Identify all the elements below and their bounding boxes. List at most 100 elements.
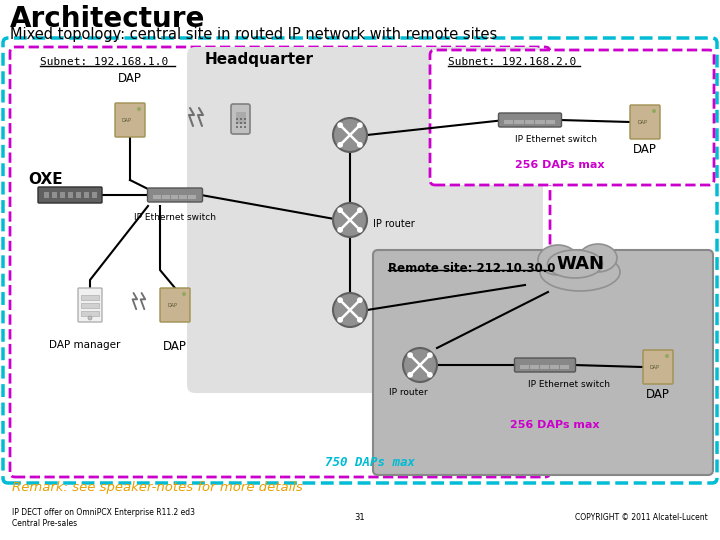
Bar <box>81 303 99 308</box>
Text: IP Ethernet switch: IP Ethernet switch <box>528 380 610 389</box>
Circle shape <box>427 352 433 358</box>
Circle shape <box>357 297 363 303</box>
FancyBboxPatch shape <box>373 250 713 475</box>
Bar <box>188 194 196 199</box>
Text: DAP: DAP <box>637 120 647 125</box>
Bar <box>236 112 246 124</box>
Text: IP router: IP router <box>389 388 427 397</box>
Bar <box>76 192 81 198</box>
Circle shape <box>240 122 242 124</box>
FancyBboxPatch shape <box>115 103 145 137</box>
Circle shape <box>236 118 238 120</box>
Circle shape <box>652 109 656 113</box>
Bar <box>162 194 170 199</box>
Ellipse shape <box>540 253 620 291</box>
Text: Architecture: Architecture <box>10 5 205 33</box>
Bar <box>550 364 559 368</box>
Circle shape <box>236 122 238 124</box>
Bar <box>520 364 529 368</box>
Text: 256 DAPs max: 256 DAPs max <box>510 420 600 430</box>
Circle shape <box>337 207 343 213</box>
Circle shape <box>337 227 343 233</box>
Text: Subnet: 192.168.2.0: Subnet: 192.168.2.0 <box>448 57 576 67</box>
Circle shape <box>337 122 343 128</box>
FancyBboxPatch shape <box>187 47 543 393</box>
FancyBboxPatch shape <box>630 105 660 139</box>
Text: IP DECT offer on OmniPCX Enterprise R11.2 ed3
Central Pre-sales: IP DECT offer on OmniPCX Enterprise R11.… <box>12 508 195 529</box>
Circle shape <box>408 372 413 378</box>
Text: OXE: OXE <box>28 172 63 187</box>
Bar <box>92 192 97 198</box>
Text: 750 DAPs max: 750 DAPs max <box>325 456 415 469</box>
Circle shape <box>337 142 343 148</box>
FancyBboxPatch shape <box>10 47 550 477</box>
Text: DAP: DAP <box>167 303 177 308</box>
Circle shape <box>357 207 363 213</box>
FancyBboxPatch shape <box>160 288 190 322</box>
Ellipse shape <box>547 250 603 278</box>
Bar <box>81 311 99 316</box>
Circle shape <box>357 227 363 233</box>
Circle shape <box>665 354 669 358</box>
Circle shape <box>357 122 363 128</box>
Ellipse shape <box>538 245 578 275</box>
Bar <box>68 192 73 198</box>
FancyBboxPatch shape <box>430 50 714 185</box>
Bar <box>525 119 534 124</box>
Text: Headquarter: Headquarter <box>205 52 314 67</box>
Ellipse shape <box>579 244 617 272</box>
Bar <box>179 194 187 199</box>
Bar <box>560 364 569 368</box>
Circle shape <box>333 118 367 152</box>
Text: Subnet: 192.168.1.0: Subnet: 192.168.1.0 <box>40 57 168 67</box>
Circle shape <box>337 297 343 303</box>
Bar <box>535 119 544 124</box>
Circle shape <box>244 126 246 128</box>
Text: DAP: DAP <box>646 388 670 401</box>
Circle shape <box>236 126 238 128</box>
Text: WAN: WAN <box>556 255 604 273</box>
FancyBboxPatch shape <box>231 104 250 134</box>
Circle shape <box>357 142 363 148</box>
Bar <box>514 119 523 124</box>
Text: DAP: DAP <box>633 143 657 156</box>
Text: DAP: DAP <box>650 365 660 370</box>
Circle shape <box>182 292 186 296</box>
Text: DAP: DAP <box>122 118 132 123</box>
Bar <box>52 192 57 198</box>
Circle shape <box>244 118 246 120</box>
FancyBboxPatch shape <box>38 187 102 203</box>
Text: DAP: DAP <box>118 72 142 85</box>
Circle shape <box>333 203 367 237</box>
Text: COPYRIGHT © 2011 Alcatel-Lucent: COPYRIGHT © 2011 Alcatel-Lucent <box>575 514 708 523</box>
Circle shape <box>333 293 367 327</box>
FancyBboxPatch shape <box>643 350 673 384</box>
Bar <box>171 194 179 199</box>
Bar <box>84 192 89 198</box>
Circle shape <box>137 107 141 111</box>
Text: Remote site: 212.10.30.0: Remote site: 212.10.30.0 <box>388 262 556 275</box>
Text: IP router: IP router <box>373 219 415 229</box>
FancyBboxPatch shape <box>498 113 562 127</box>
Bar <box>44 192 49 198</box>
Text: DAP: DAP <box>163 340 187 353</box>
Circle shape <box>240 118 242 120</box>
Bar <box>60 192 65 198</box>
Bar <box>540 364 549 368</box>
Circle shape <box>427 372 433 378</box>
Bar <box>546 119 555 124</box>
FancyBboxPatch shape <box>3 38 717 483</box>
Bar <box>81 295 99 300</box>
Text: 31: 31 <box>355 514 365 523</box>
Circle shape <box>244 122 246 124</box>
Circle shape <box>337 317 343 323</box>
Circle shape <box>403 348 437 382</box>
Text: Mixed topology: central site in routed IP network with remote sites: Mixed topology: central site in routed I… <box>10 27 498 42</box>
Text: IP Ethernet switch: IP Ethernet switch <box>134 213 216 222</box>
FancyBboxPatch shape <box>515 358 575 372</box>
Bar <box>153 194 161 199</box>
Circle shape <box>240 126 242 128</box>
Text: DAP manager: DAP manager <box>49 340 121 350</box>
Text: Remark: see speaker-notes for more details: Remark: see speaker-notes for more detai… <box>12 482 302 495</box>
Bar <box>530 364 539 368</box>
